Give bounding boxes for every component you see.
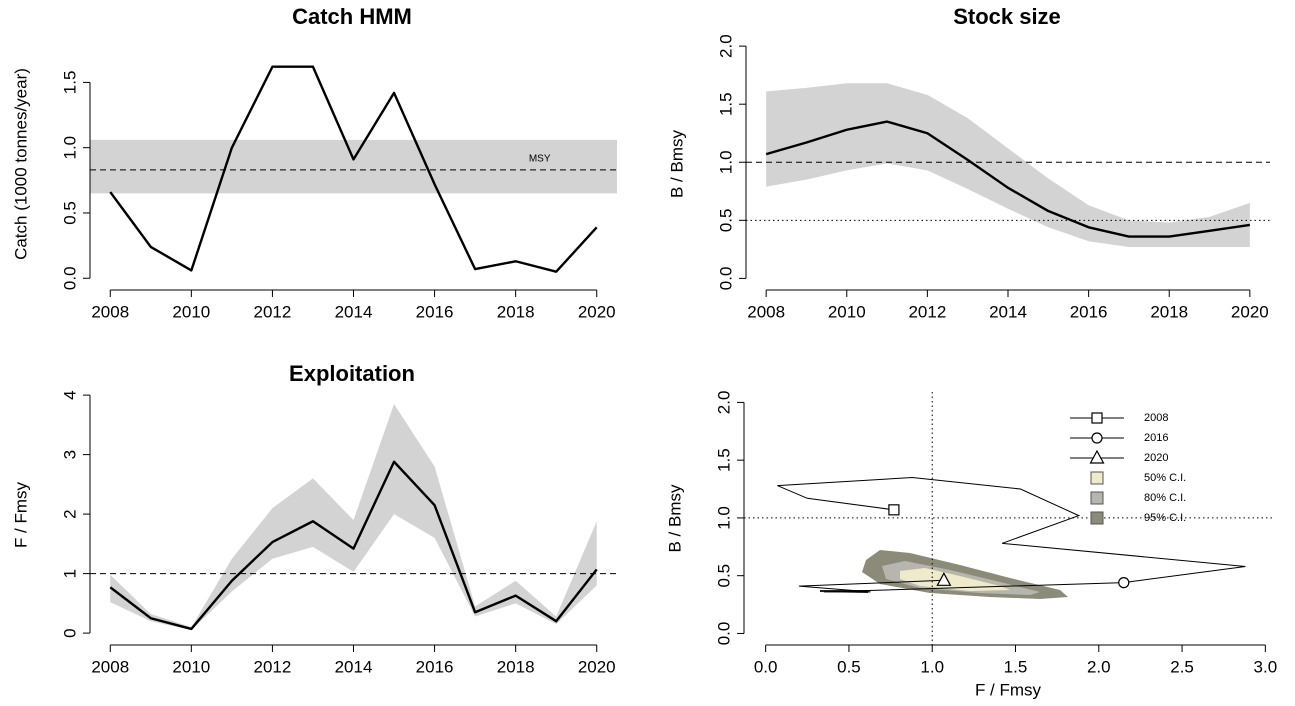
x-tick-label: 2016 bbox=[1070, 302, 1108, 321]
x-tick-label: 2020 bbox=[578, 657, 616, 676]
x-tick-label: 1.5 bbox=[1004, 657, 1028, 676]
x-tick-label: 2020 bbox=[1231, 302, 1269, 321]
x-tick-label: 2012 bbox=[254, 302, 292, 321]
y-axis-title: B / Bmsy bbox=[665, 484, 684, 553]
x-tick-label: 2016 bbox=[416, 657, 454, 676]
legend-label: 95% C.I. bbox=[1144, 512, 1186, 524]
y-tick-label: 1.0 bbox=[60, 136, 79, 160]
x-axis-title: F / Fmsy bbox=[975, 680, 1042, 699]
chart-title: Exploitation bbox=[289, 361, 415, 386]
x-tick-label: 0.5 bbox=[837, 657, 861, 676]
y-tick-label: 0.0 bbox=[716, 267, 735, 291]
marker-circle bbox=[1091, 432, 1103, 444]
x-tick-label: 3.0 bbox=[1254, 657, 1278, 676]
trajectory bbox=[777, 476, 1246, 593]
y-tick-label: 1 bbox=[60, 569, 79, 578]
y-tick-label: 1.0 bbox=[714, 506, 733, 530]
chart-title: Stock size bbox=[953, 4, 1061, 29]
msy-band bbox=[90, 139, 617, 194]
y-axis-title: Catch (1000 tonnes/year) bbox=[11, 68, 30, 260]
legend-label: 50% C.I. bbox=[1144, 472, 1186, 484]
x-tick-label: 2012 bbox=[908, 302, 946, 321]
x-tick-label: 2010 bbox=[172, 657, 210, 676]
panel: 0 1 2 3 4 2008 2010 2012 2014 2016 2018 2020 Exploit… bbox=[11, 361, 617, 676]
y-tick-label: 3 bbox=[60, 450, 79, 459]
chart-title: Catch HMM bbox=[292, 4, 412, 29]
y-tick-label: 4 bbox=[60, 390, 79, 399]
x-tick-label: 2008 bbox=[91, 302, 129, 321]
x-tick-label: 2014 bbox=[335, 657, 373, 676]
marker-square bbox=[888, 504, 900, 516]
reference-label: MSY bbox=[529, 154, 551, 165]
x-tick-label: 2010 bbox=[828, 302, 866, 321]
x-tick-label: 0.0 bbox=[754, 657, 778, 676]
data-line bbox=[109, 460, 598, 631]
y-tick-label: 2.0 bbox=[714, 391, 733, 415]
x-tick-label: 2010 bbox=[172, 302, 210, 321]
y-tick-label: 0 bbox=[60, 628, 79, 637]
confidence-band bbox=[110, 404, 597, 631]
legend-label: 80% C.I. bbox=[1144, 492, 1186, 504]
x-tick-label: 2012 bbox=[254, 657, 292, 676]
y-tick-label: 2 bbox=[60, 509, 79, 518]
x-tick-label: 2016 bbox=[416, 302, 454, 321]
x-tick-label: 1.0 bbox=[920, 657, 944, 676]
y-tick-label: 0.5 bbox=[716, 209, 735, 233]
panel: MSY 0.0 0.5 1.0 1.5 2008 2010 2012 2014 2016 2018 2… bbox=[11, 4, 617, 321]
y-tick-label: 1.5 bbox=[60, 71, 79, 95]
data-line bbox=[109, 65, 598, 273]
x-tick-label: 2.5 bbox=[1170, 657, 1194, 676]
marker-square bbox=[1091, 412, 1103, 424]
y-tick-label: 2.0 bbox=[716, 34, 735, 58]
marker-triangle bbox=[936, 572, 952, 586]
confidence-contour bbox=[900, 568, 1010, 591]
marker-circle bbox=[1118, 577, 1130, 589]
y-tick-label: 0.0 bbox=[714, 622, 733, 646]
x-tick-label: 2020 bbox=[578, 302, 616, 321]
panel: 2008 2016 2020 50% C.I. 80% C.I. 95% C.I. 0.0 0… bbox=[665, 391, 1277, 700]
y-axis-title: B / Bmsy bbox=[667, 129, 686, 198]
y-tick-label: 0.5 bbox=[60, 201, 79, 225]
confidence-band bbox=[766, 83, 1250, 248]
legend-label: 2008 bbox=[1144, 412, 1168, 424]
x-tick-label: 2008 bbox=[747, 302, 785, 321]
data-line bbox=[765, 120, 1251, 238]
panel: 0.0 0.5 1.0 1.5 2.0 2008 2010 2012 2014 2016 2018 2… bbox=[667, 4, 1270, 321]
legend-swatch bbox=[1090, 471, 1104, 485]
x-tick-label: 2008 bbox=[91, 657, 129, 676]
legend-label: 2016 bbox=[1144, 432, 1168, 444]
y-tick-label: 1.0 bbox=[716, 150, 735, 174]
x-tick-label: 2018 bbox=[497, 657, 535, 676]
x-tick-label: 2014 bbox=[335, 302, 373, 321]
y-tick-label: 1.5 bbox=[716, 92, 735, 116]
legend-label: 2020 bbox=[1144, 452, 1168, 464]
legend-swatch bbox=[1090, 511, 1104, 525]
y-tick-label: 1.5 bbox=[714, 448, 733, 472]
marker-triangle bbox=[1089, 449, 1105, 464]
y-tick-label: 0.5 bbox=[714, 564, 733, 588]
x-tick-label: 2018 bbox=[1150, 302, 1188, 321]
x-tick-label: 2014 bbox=[989, 302, 1027, 321]
x-tick-label: 2018 bbox=[497, 302, 535, 321]
x-tick-label: 2.0 bbox=[1087, 657, 1111, 676]
y-axis-title: F / Fmsy bbox=[11, 481, 30, 548]
legend-swatch bbox=[1090, 491, 1104, 505]
y-tick-label: 0.0 bbox=[60, 266, 79, 290]
